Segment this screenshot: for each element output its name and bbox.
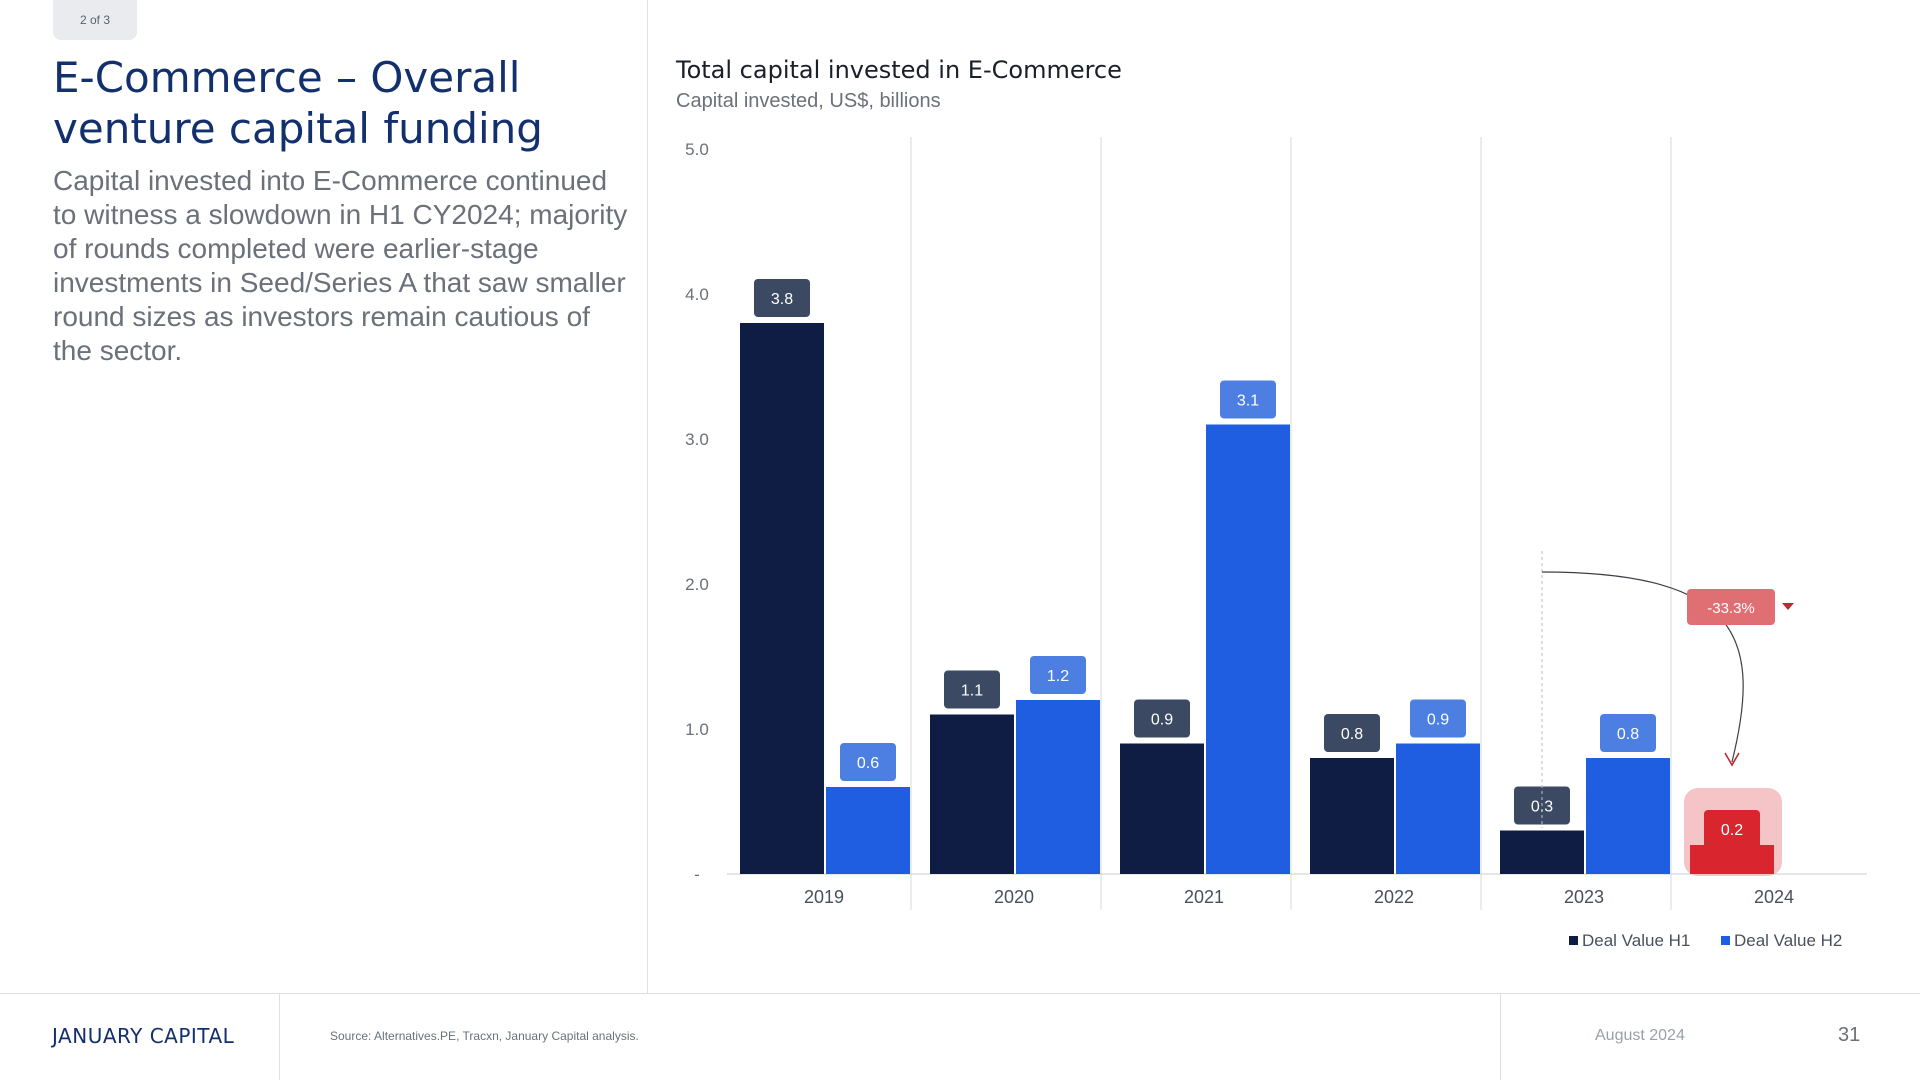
page-indicator: 2 of 3 (53, 0, 137, 40)
footer-separator (279, 994, 280, 1080)
x-tick-label: 2024 (1754, 887, 1794, 907)
legend-label: Deal Value H1 (1582, 931, 1690, 950)
footer-date: August 2024 (1595, 1027, 1685, 1044)
arrow-head-icon (1724, 752, 1740, 767)
brand-logo: JANUARY CAPITAL (52, 1024, 235, 1048)
source-note: Source: Alternatives.PE, Tracxn, January… (330, 1029, 639, 1043)
data-label: 3.8 (771, 291, 793, 308)
data-label-badge (840, 743, 896, 781)
bar (1500, 830, 1584, 874)
data-label: 0.2 (1721, 822, 1743, 839)
page-number: 31 (1838, 1024, 1861, 1046)
data-label-badge (754, 279, 810, 317)
data-label: 0.8 (1341, 726, 1363, 743)
data-label-badge (1030, 656, 1086, 694)
bar (826, 787, 910, 874)
x-tick-label: 2023 (1564, 887, 1604, 907)
footer-divider (0, 993, 1920, 994)
y-tick-label: 5.0 (685, 140, 709, 159)
x-tick-label: 2019 (804, 887, 844, 907)
legend-label: Deal Value H2 (1734, 931, 1842, 950)
data-label: 0.9 (1427, 712, 1449, 729)
bar (1396, 743, 1480, 874)
data-label-badge (944, 670, 1000, 709)
down-triangle-icon (1782, 603, 1794, 610)
y-tick-label: 2.0 (685, 575, 709, 594)
slide-description: Capital invested into E-Commerce continu… (53, 165, 628, 366)
bar (1310, 758, 1394, 874)
data-label-badge (1324, 714, 1380, 752)
change-label: -33.3% (1707, 600, 1755, 617)
bar (1586, 758, 1670, 874)
y-tick-label: 4.0 (685, 285, 709, 304)
data-label: 0.8 (1617, 726, 1639, 743)
bar (1120, 743, 1204, 874)
data-label: 1.2 (1047, 668, 1069, 685)
bar-chart: 5.0 4.0 3.0 2.0 1.0 - 2019 2020 2021 2022 2023 2024… (685, 137, 1867, 950)
data-label: 1.1 (961, 683, 983, 700)
y-tick-label: 1.0 (685, 720, 709, 739)
bar (930, 714, 1014, 874)
data-label-badge (1410, 699, 1466, 738)
x-tick-label: 2022 (1374, 887, 1414, 907)
content-divider (647, 0, 648, 993)
footer-separator (1500, 994, 1501, 1080)
data-label: 0.6 (857, 755, 879, 772)
legend-swatch (1721, 936, 1730, 945)
bar (1016, 700, 1100, 874)
data-label-badge (1220, 380, 1276, 419)
legend-swatch (1569, 936, 1578, 945)
data-label-badge (1134, 699, 1190, 738)
bar (740, 323, 824, 874)
data-label-badge (1704, 810, 1760, 848)
bar (1206, 424, 1290, 874)
chart-title: Total capital invested in E-Commerce (676, 56, 1122, 84)
x-tick-label: 2021 (1184, 887, 1224, 907)
change-badge (1687, 589, 1775, 625)
y-tick-label: - (694, 865, 700, 884)
data-label: 3.1 (1237, 393, 1259, 410)
y-tick-label: 3.0 (685, 430, 709, 449)
slide-title: E-Commerce – Overall venture capital fun… (53, 53, 543, 153)
data-label-badge (1600, 714, 1656, 752)
data-label: 0.3 (1531, 799, 1553, 816)
x-tick-label: 2020 (994, 887, 1034, 907)
chart-subtitle: Capital invested, US$, billions (676, 90, 941, 112)
bar (1690, 845, 1774, 874)
data-label: 0.9 (1151, 712, 1173, 729)
